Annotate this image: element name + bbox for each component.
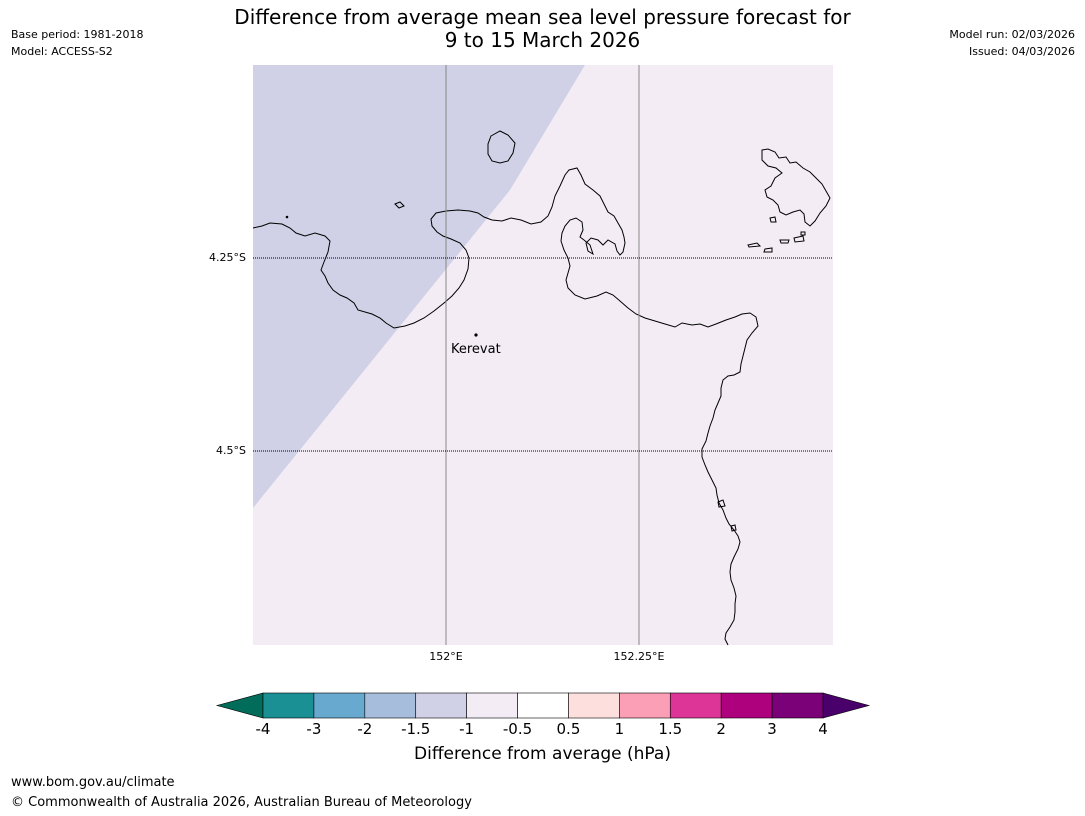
colorbar-over-arrow [822, 692, 871, 719]
colorbar-tick-label: 1.5 [658, 720, 683, 738]
issued-date-text: Issued: 04/03/2026 [968, 45, 1075, 58]
colorbar-under-arrow [215, 692, 264, 719]
colorbar-tick-label: 1 [614, 720, 625, 738]
anomaly-region-blue [253, 65, 585, 508]
colorbar [215, 692, 871, 719]
footer-copyright: © Commonwealth of Australia 2026, Austra… [11, 795, 472, 810]
colorbar-tick-label: -1 [459, 720, 475, 738]
colorbar-tick-label: -0.5 [502, 720, 533, 738]
colorbar-tick-label: -1.5 [401, 720, 431, 738]
colorbar-tick-label: -2 [357, 720, 373, 738]
colorbar-bin [619, 692, 671, 719]
run-info: Model run: 02/03/2026 Issued: 04/03/2026 [949, 26, 1075, 60]
coastline [252, 130, 831, 646]
title-line-1: Difference from average mean sea level p… [234, 5, 851, 29]
kerevat-marker [474, 333, 478, 337]
model-info: Base period: 1981-2018 Model: ACCESS-S2 [11, 26, 143, 60]
coastline-small-island [487, 130, 516, 164]
model-run-text: Model run: 02/03/2026 [949, 28, 1075, 41]
model-name-text: Model: ACCESS-S2 [11, 45, 113, 58]
colorbar-label: Difference from average (hPa) [414, 744, 671, 764]
lon-label-152-25e: 152.25°E [613, 650, 665, 663]
colorbar-tick-label: 2 [716, 720, 726, 738]
lat-label-4-5s: 4.5°S [216, 444, 246, 457]
coastline-ne-islet-1 [747, 242, 762, 248]
colorbar-bin [262, 692, 315, 719]
coastline-ne-islet-6 [800, 231, 806, 236]
coastline-ne-islet-2 [763, 247, 773, 253]
colorbar-tick-label: 0.5 [556, 720, 581, 738]
coastline-ne-islet-3 [779, 239, 790, 244]
colorbar-bin [415, 692, 467, 719]
lon-label-152e: 152°E [429, 650, 463, 663]
colorbar-tick-label: 4 [818, 720, 828, 738]
colorbar-bin [771, 692, 824, 719]
colorbar-bin [720, 692, 773, 719]
coastline-northeast-island [761, 148, 831, 227]
map-title: Difference from average mean sea level p… [0, 6, 1085, 52]
coastline-gazelle-peninsula [252, 167, 759, 646]
colorbar-tick-label: -4 [255, 720, 271, 738]
coastline-ne-islet-4 [793, 235, 805, 243]
graticule [253, 65, 833, 645]
colorbar-bin [568, 692, 620, 719]
colorbar-tick-label: -3 [306, 720, 322, 738]
lat-label-4-25s: 4.25°S [209, 251, 246, 264]
colorbar-bin [466, 692, 518, 719]
title-line-2: 9 to 15 March 2026 [444, 28, 641, 52]
coastline-dot-islet [285, 215, 289, 219]
colorbar-bin [313, 692, 366, 719]
coastline-southeast-islet-2 [730, 524, 737, 532]
colorbar-tick-label: 3 [767, 720, 777, 738]
place-label-kerevat: Kerevat [451, 342, 501, 357]
footer-url: www.bom.gov.au/climate [11, 775, 175, 790]
coastline-islet-west [394, 201, 405, 209]
colorbar-bin [669, 692, 722, 719]
colorbar-bin [517, 692, 569, 719]
colorbar-bin [364, 692, 417, 719]
coastline-southeast-islet [717, 499, 726, 508]
coastline-ne-islet-5 [769, 216, 777, 223]
base-period-text: Base period: 1981-2018 [11, 28, 144, 41]
